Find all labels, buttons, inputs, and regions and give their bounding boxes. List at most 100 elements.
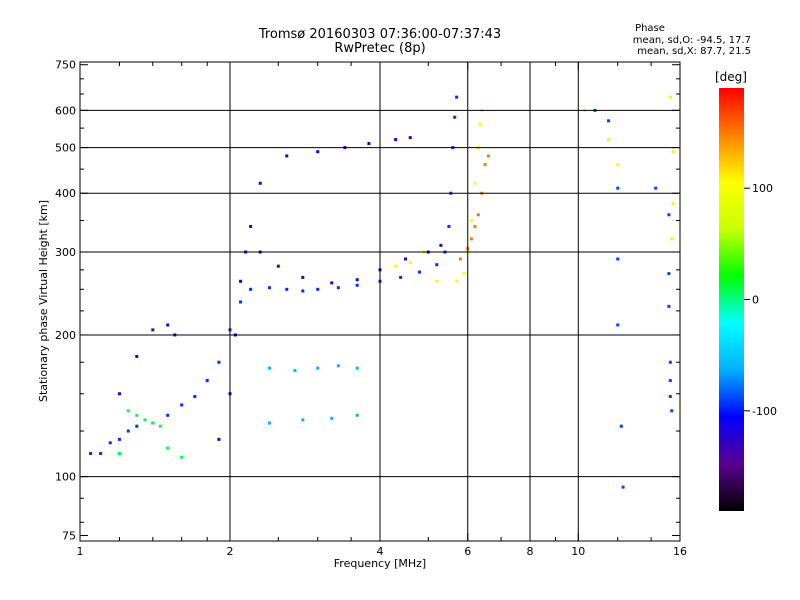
- data-point: [668, 395, 672, 399]
- data-point: [668, 360, 672, 364]
- data-point: [180, 403, 184, 407]
- data-point: [355, 413, 359, 417]
- data-point: [301, 418, 305, 422]
- data-point: [151, 421, 155, 425]
- y-axis-ticks: 75 100 200 300 400 500 600 750: [55, 59, 680, 542]
- data-point: [616, 186, 620, 190]
- data-point: [316, 366, 320, 370]
- colorbar-tick-label: 100: [752, 182, 773, 195]
- data-point: [117, 451, 121, 455]
- y-tick-label: 600: [55, 104, 76, 117]
- x-tick-label: 2: [227, 545, 234, 558]
- data-point: [135, 354, 139, 358]
- scatter-points: [89, 95, 675, 489]
- data-point: [399, 275, 403, 279]
- data-point: [447, 224, 451, 228]
- data-point: [135, 424, 139, 428]
- data-point: [285, 154, 289, 158]
- data-point: [117, 437, 121, 441]
- data-point: [619, 424, 623, 428]
- data-point: [267, 421, 271, 425]
- colorbar-unit-label: [deg]: [715, 70, 747, 84]
- y-tick-label: 200: [55, 329, 76, 342]
- data-point: [408, 136, 412, 140]
- data-point: [667, 304, 671, 308]
- data-point: [455, 95, 459, 99]
- data-point: [453, 115, 457, 119]
- data-point: [616, 257, 620, 261]
- data-point: [316, 150, 320, 154]
- data-point: [671, 150, 675, 154]
- data-point: [249, 287, 253, 291]
- data-point: [166, 323, 170, 327]
- colorbar-tick-label: -100: [752, 405, 777, 418]
- data-point: [476, 213, 480, 217]
- data-point: [435, 279, 439, 283]
- data-point: [668, 379, 672, 383]
- x-axis-ticks: 1 2 4 6 8 10 16: [77, 62, 687, 558]
- x-tick-label: 8: [527, 545, 534, 558]
- data-point: [462, 272, 466, 276]
- data-point: [258, 181, 262, 185]
- data-point: [417, 270, 421, 274]
- data-point: [166, 446, 170, 450]
- data-point: [193, 395, 197, 399]
- data-point: [473, 181, 477, 185]
- data-point: [285, 287, 289, 291]
- data-point: [301, 289, 305, 293]
- phase-legend-o-mode: mean, sd,O: -94.5, 17.7: [632, 35, 751, 46]
- data-point: [367, 142, 371, 146]
- data-point: [239, 279, 243, 283]
- data-point: [469, 237, 473, 241]
- data-point: [667, 272, 671, 276]
- y-tick-label: 300: [55, 246, 76, 259]
- data-point: [166, 413, 170, 417]
- data-point: [330, 416, 334, 420]
- data-point: [355, 278, 359, 282]
- data-point: [117, 392, 121, 396]
- y-tick-label: 100: [55, 471, 76, 484]
- x-axis-label: Frequency [MHz]: [334, 557, 426, 570]
- data-point: [126, 409, 130, 413]
- y-tick-label: 400: [55, 187, 76, 200]
- phase-legend-x-mode: mean, sd,X: 87.7, 21.5: [637, 46, 751, 57]
- data-point: [249, 224, 253, 228]
- data-point: [267, 366, 271, 370]
- phase-legend-heading: Phase: [635, 23, 665, 34]
- data-point: [667, 213, 671, 217]
- data-point: [670, 409, 674, 413]
- data-point: [394, 138, 398, 142]
- data-point: [108, 441, 112, 445]
- x-tick-label: 4: [377, 545, 384, 558]
- data-point: [99, 451, 103, 455]
- data-point: [143, 418, 147, 422]
- data-point: [355, 366, 359, 370]
- data-point: [336, 286, 340, 290]
- y-tick-label: 75: [62, 529, 76, 542]
- data-point: [267, 286, 271, 290]
- data-point: [239, 300, 243, 304]
- data-point: [180, 455, 184, 459]
- data-point: [671, 202, 675, 206]
- data-point: [217, 360, 221, 364]
- data-point: [486, 154, 490, 158]
- x-tick-label: 6: [464, 545, 471, 558]
- data-point: [455, 279, 459, 283]
- colorbar-ticks: 100 0 -100: [744, 182, 777, 418]
- data-point: [670, 237, 674, 241]
- data-point: [89, 451, 93, 455]
- data-point: [336, 364, 340, 368]
- data-point: [439, 243, 443, 247]
- grid-lines: [80, 62, 680, 541]
- data-point: [158, 424, 162, 428]
- data-point: [478, 122, 482, 126]
- x-tick-label: 16: [673, 545, 687, 558]
- data-point: [483, 163, 487, 167]
- data-point: [469, 219, 473, 223]
- data-point: [473, 224, 477, 228]
- y-tick-label: 500: [55, 142, 76, 155]
- data-point: [330, 281, 334, 285]
- data-point: [408, 261, 412, 265]
- data-point: [316, 287, 320, 291]
- data-point: [135, 413, 139, 417]
